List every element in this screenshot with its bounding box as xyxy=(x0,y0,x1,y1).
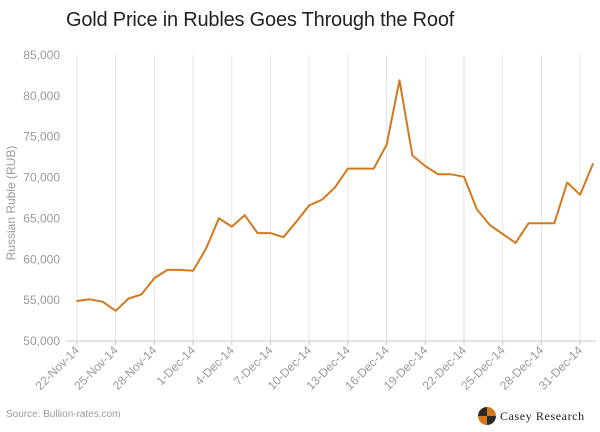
data-point xyxy=(411,154,414,157)
y-axis-label: Russian Ruble (RUB) xyxy=(4,146,18,261)
data-point xyxy=(218,217,220,220)
data-point xyxy=(102,300,104,303)
y-tick-label: 50,000 xyxy=(23,334,60,348)
data-point xyxy=(514,242,517,244)
data-point xyxy=(127,297,130,300)
y-tick-label: 65,000 xyxy=(23,211,60,225)
data-point xyxy=(89,298,91,301)
data-point xyxy=(527,222,530,225)
data-point xyxy=(295,220,298,223)
data-point xyxy=(360,167,362,170)
data-point xyxy=(76,300,78,302)
data-point xyxy=(205,247,207,250)
data-point xyxy=(153,277,156,279)
data-point xyxy=(179,269,181,271)
data-point xyxy=(269,232,272,234)
data-point xyxy=(308,204,311,207)
data-point xyxy=(489,224,491,226)
data-point xyxy=(463,175,465,178)
y-tick-label: 70,000 xyxy=(23,171,60,185)
logo-text: Casey Research xyxy=(500,408,585,423)
data-point xyxy=(243,214,246,216)
y-tick-label: 75,000 xyxy=(23,130,60,144)
data-point xyxy=(437,173,440,176)
data-point xyxy=(476,208,478,211)
data-point xyxy=(256,232,259,234)
x-axis-ticks: 22-Nov-1425-Nov-1428-Nov-141-Dec-144-Dec… xyxy=(33,341,585,393)
data-point xyxy=(566,181,568,184)
data-point xyxy=(553,222,556,225)
data-point xyxy=(166,269,169,271)
series-points xyxy=(76,79,594,312)
chart-title: Gold Price in Rubles Goes Through the Ro… xyxy=(66,9,455,31)
data-point xyxy=(450,173,452,176)
data-point xyxy=(398,79,401,82)
data-point xyxy=(140,293,143,296)
data-point xyxy=(321,198,323,201)
data-point xyxy=(334,186,336,189)
data-point xyxy=(424,165,427,167)
data-point xyxy=(579,193,581,196)
data-point xyxy=(192,269,194,272)
y-tick-label: 80,000 xyxy=(23,89,60,103)
data-point xyxy=(540,222,543,225)
y-tick-label: 85,000 xyxy=(23,48,60,62)
x-tick-label: 1-Dec-14 xyxy=(153,343,198,388)
data-point xyxy=(385,144,388,146)
source-note: Source: Bullion-rates.com xyxy=(6,409,121,420)
y-axis-ticks: 50,000 55,000 60,000 65,000 70,000 75,000 80,0… xyxy=(23,48,60,348)
data-point xyxy=(501,233,504,235)
data-point xyxy=(592,162,594,165)
data-point xyxy=(347,167,349,170)
casey-research-logo: Casey Research xyxy=(478,405,585,427)
gridlines xyxy=(76,55,581,341)
y-tick-label: 60,000 xyxy=(23,252,60,266)
data-point xyxy=(282,236,285,239)
x-tick-label: 4-Dec-14 xyxy=(192,343,237,388)
data-point xyxy=(231,225,233,228)
logo-mark-icon xyxy=(478,407,496,425)
y-tick-label: 55,000 xyxy=(23,293,60,307)
data-point xyxy=(114,309,117,312)
data-point xyxy=(372,167,375,170)
